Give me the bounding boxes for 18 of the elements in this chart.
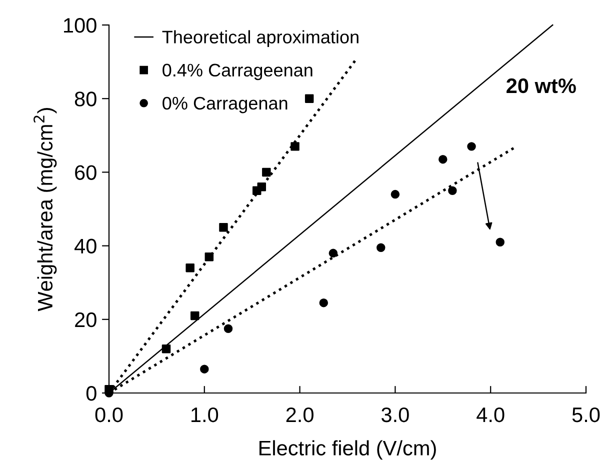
- y-tick-label: 20: [75, 312, 96, 328]
- x-tick-label: 5.0: [572, 407, 600, 422]
- x-tick-label: 3.0: [382, 407, 409, 422]
- legend-label: 0% Carragenan: [162, 96, 288, 114]
- y-axis-title: Weight/area (mg/cm$^{2}$): [34, 108, 57, 312]
- x-tick-label: 0.0: [95, 407, 123, 422]
- x-tick-label: 4.0: [476, 407, 504, 422]
- annotation: 20 wt%: [506, 78, 576, 94]
- y-tick-label: 40: [74, 238, 96, 254]
- x-axis-title: Electric field (V/cm): [260, 440, 436, 460]
- x-tick-label: 1.0: [192, 407, 218, 422]
- y-tick-label: 0: [86, 386, 96, 401]
- y-tick-label: 60: [75, 165, 96, 180]
- legend-label: Theoretical aproximation: [162, 30, 358, 48]
- legend-label: 0.4% Carrageenan: [162, 64, 312, 80]
- y-tick-label: 100: [64, 18, 96, 33]
- y-tick-label: 80: [74, 92, 96, 106]
- x-tick-label: 2.0: [286, 407, 314, 422]
